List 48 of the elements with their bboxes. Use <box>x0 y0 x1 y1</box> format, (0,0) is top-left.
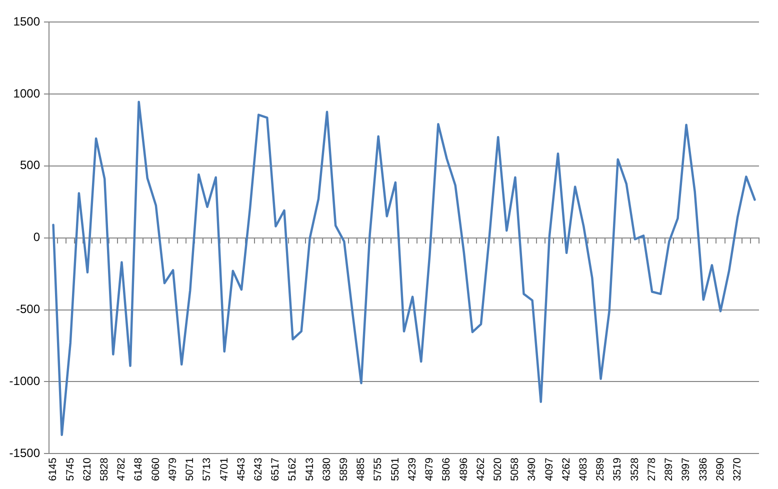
y-tick-label: -1000 <box>9 374 40 388</box>
x-tick-label: 4262 <box>560 457 572 481</box>
x-tick-label: 5745 <box>64 457 76 481</box>
x-tick-label: 4262 <box>474 457 487 481</box>
x-tick-label: 4097 <box>543 457 556 481</box>
x-tick-label: 4782 <box>116 457 128 481</box>
x-tick-label: 6210 <box>81 457 94 481</box>
y-tick-label: -500 <box>16 302 40 316</box>
x-tick-label: 3528 <box>628 457 641 481</box>
x-tick-label: 3386 <box>697 457 710 481</box>
x-tick-label: 6148 <box>132 457 145 481</box>
x-tick-label: 5071 <box>184 457 196 481</box>
x-tick-label: 2778 <box>646 457 658 481</box>
x-tick-label: 2690 <box>714 457 726 481</box>
x-tick-label: 6145 <box>47 457 60 481</box>
x-tick-label: 4083 <box>578 457 590 481</box>
x-tick-label: 4979 <box>166 457 179 481</box>
x-tick-label: 4896 <box>458 457 470 481</box>
x-tick-label: 3519 <box>612 457 624 481</box>
x-tick-label: 4543 <box>235 457 248 481</box>
y-tick-label: 1000 <box>13 86 40 100</box>
x-tick-label: 6380 <box>320 457 333 481</box>
x-tick-label: 4879 <box>424 457 436 481</box>
x-tick-label: 5501 <box>389 457 402 481</box>
x-tick-label: 3270 <box>732 457 744 481</box>
x-tick-label: 5020 <box>492 457 504 481</box>
x-tick-label: 5806 <box>440 457 453 481</box>
x-tick-label: 3997 <box>680 457 692 481</box>
x-tick-label: 5859 <box>338 457 350 481</box>
x-tick-label: 5058 <box>509 457 522 481</box>
x-tick-label: 3490 <box>526 457 538 481</box>
x-tick-label: 2897 <box>663 457 676 481</box>
x-tick-label: 5755 <box>372 457 384 481</box>
x-tick-label: 4885 <box>355 457 368 481</box>
y-tick-label: 1500 <box>13 14 40 28</box>
x-tick-label: 6060 <box>150 457 162 481</box>
x-tick-label: 5713 <box>201 457 214 481</box>
x-tick-label: 2589 <box>594 457 607 481</box>
x-tick-label: 4239 <box>406 457 418 481</box>
y-tick-label: -1500 <box>9 446 40 460</box>
x-tick-label: 5413 <box>304 457 316 481</box>
y-tick-label: 0 <box>33 230 40 244</box>
x-tick-label: 6517 <box>270 457 282 481</box>
y-tick-label: 500 <box>20 158 40 172</box>
x-tick-label: 4701 <box>218 457 230 481</box>
x-tick-label: 5162 <box>286 457 299 481</box>
x-tick-label: 5828 <box>98 457 110 481</box>
x-tick-label: 6243 <box>252 457 264 481</box>
